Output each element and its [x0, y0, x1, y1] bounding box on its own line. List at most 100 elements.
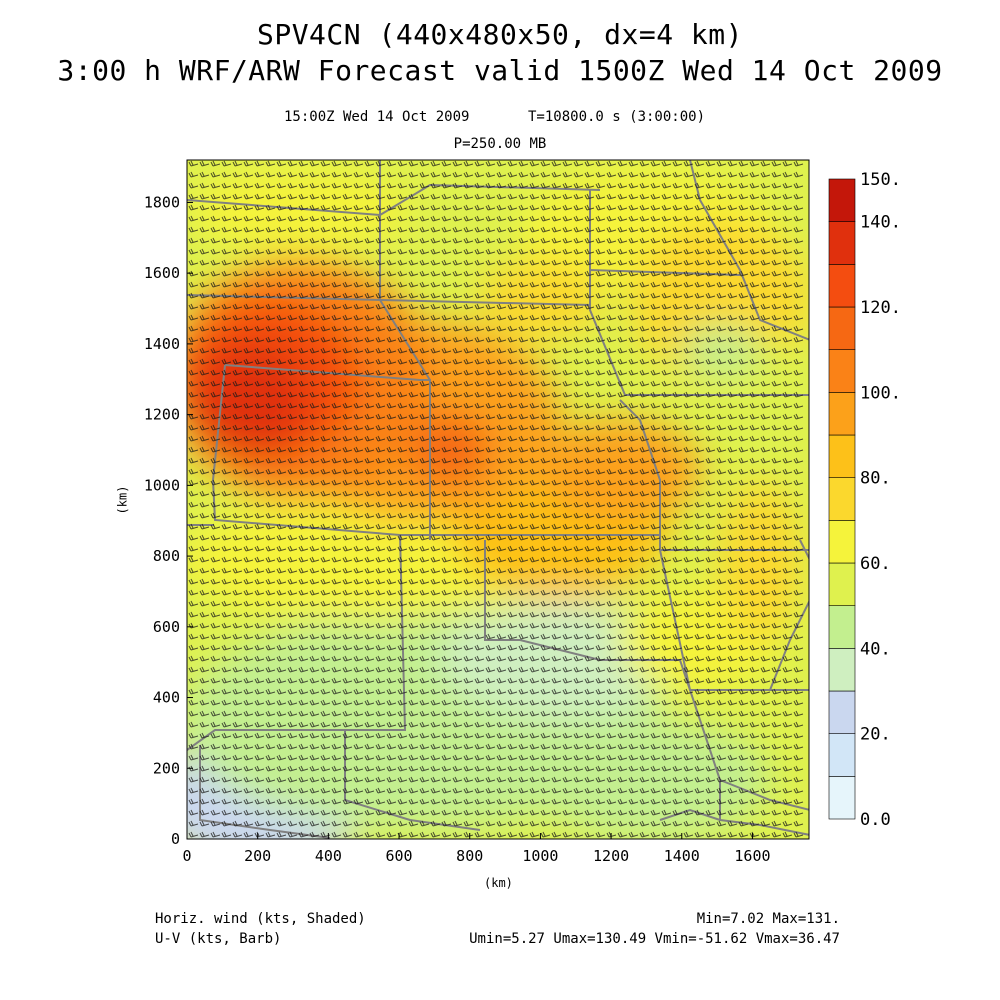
wind-barb	[430, 369, 441, 376]
wind-barb	[463, 413, 474, 420]
wind-barb	[672, 248, 683, 255]
wind-barb	[518, 259, 529, 266]
wind-barb	[210, 204, 221, 211]
wind-barb	[342, 160, 353, 167]
wind-barb	[650, 424, 661, 431]
wind-barb	[672, 259, 683, 266]
wind-barb	[463, 424, 474, 431]
wind-barb	[463, 347, 474, 354]
wind-barb	[661, 391, 672, 398]
wind-barb	[749, 347, 760, 354]
wind-barb	[793, 171, 804, 178]
wind-barb	[496, 182, 507, 189]
wind-barb	[243, 369, 254, 376]
wind-barb	[485, 325, 496, 332]
wind-barb	[199, 369, 210, 376]
wind-barb	[573, 215, 584, 222]
wind-barb	[573, 259, 584, 266]
wind-barb	[430, 226, 441, 233]
wind-barb	[210, 248, 221, 255]
title-line-2: 3:00 h WRF/ARW Forecast valid 1500Z Wed …	[57, 54, 943, 87]
wind-barb	[386, 171, 397, 178]
wind-barb	[232, 413, 243, 420]
wind-barb	[287, 292, 298, 299]
wind-barb	[485, 303, 496, 310]
wind-barb	[683, 215, 694, 222]
wind-barb	[749, 215, 760, 222]
wind-barb	[595, 336, 606, 343]
wind-barb	[782, 281, 793, 288]
wind-barb	[672, 358, 683, 365]
wind-barb	[661, 171, 672, 178]
wind-barb	[551, 402, 562, 409]
wind-barb	[320, 204, 331, 211]
wind-barb	[364, 270, 375, 277]
wind-barb	[529, 347, 540, 354]
wind-barb	[595, 204, 606, 211]
wind-barb	[485, 215, 496, 222]
wind-barb	[408, 358, 419, 365]
wind-barb	[518, 237, 529, 244]
wind-barb	[441, 259, 452, 266]
wind-barb	[210, 237, 221, 244]
wind-barb	[276, 347, 287, 354]
wind-barb	[749, 413, 760, 420]
wind-barb	[298, 358, 309, 365]
wind-barb	[408, 182, 419, 189]
wind-barb	[276, 292, 287, 299]
wind-barb	[617, 380, 628, 387]
wind-barb	[298, 215, 309, 222]
wind-barb	[738, 325, 749, 332]
wind-barb	[628, 292, 639, 299]
wind-barb	[419, 237, 430, 244]
wind-barb	[419, 325, 430, 332]
wind-barb	[199, 270, 210, 277]
wind-barb	[507, 325, 518, 332]
wind-barb	[562, 424, 573, 431]
wind-barb	[507, 248, 518, 255]
wind-barb	[309, 281, 320, 288]
y-tick-label: 0	[171, 830, 180, 848]
wind-barb	[298, 248, 309, 255]
wind-barb	[650, 182, 661, 189]
wind-barb	[276, 259, 287, 266]
wind-barb	[672, 325, 683, 332]
wind-barb	[353, 380, 364, 387]
wind-barb	[793, 303, 804, 310]
wind-barb	[485, 292, 496, 299]
wind-barb	[496, 391, 507, 398]
wind-barb	[210, 193, 221, 200]
wind-barb	[320, 303, 331, 310]
wind-barb	[551, 171, 562, 178]
wind-barb	[232, 358, 243, 365]
wind-barb	[474, 237, 485, 244]
wind-barb	[617, 347, 628, 354]
wind-barb	[463, 358, 474, 365]
wind-barb	[584, 270, 595, 277]
wind-barb	[375, 314, 386, 321]
wind-barb	[606, 391, 617, 398]
wind-barb	[606, 182, 617, 189]
wind-barb	[254, 391, 265, 398]
wind-barb	[617, 402, 628, 409]
wind-barb	[661, 325, 672, 332]
wind-barb	[463, 402, 474, 409]
wind-barb	[199, 215, 210, 222]
wind-barb	[496, 424, 507, 431]
wind-barb	[760, 347, 771, 354]
wind-barb	[419, 292, 430, 299]
wind-barb	[628, 160, 639, 167]
colorbar-label: 40.	[860, 639, 891, 659]
wind-barb	[749, 424, 760, 431]
wind-barb	[562, 336, 573, 343]
wind-barb	[430, 413, 441, 420]
wind-barb	[496, 160, 507, 167]
wind-barb	[254, 182, 265, 189]
wind-barb	[463, 380, 474, 387]
wind-barb	[628, 171, 639, 178]
wind-barb	[463, 259, 474, 266]
wind-barb	[419, 248, 430, 255]
wind-barb	[573, 237, 584, 244]
wind-barb	[375, 171, 386, 178]
wind-barb	[287, 380, 298, 387]
